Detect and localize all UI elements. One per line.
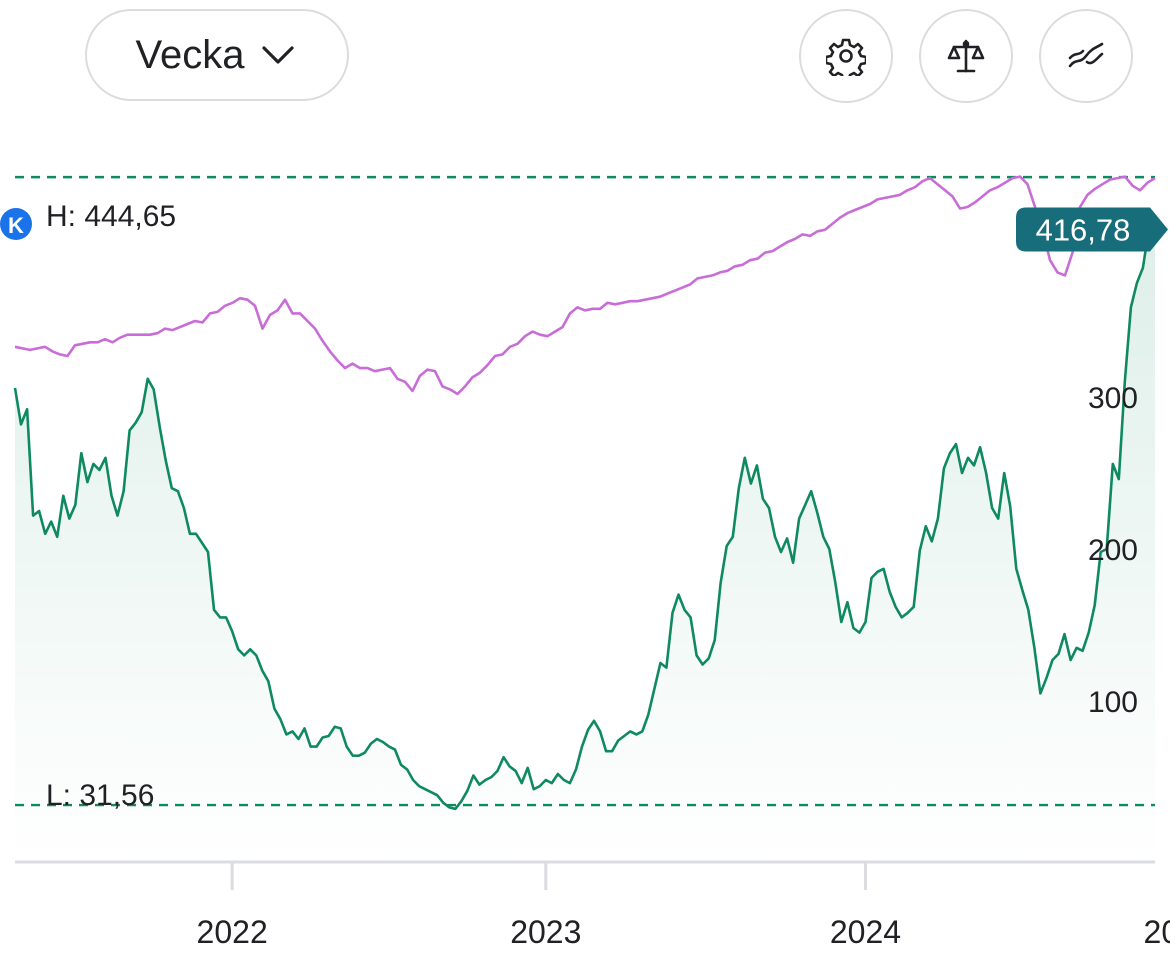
- gear-icon: [826, 38, 866, 76]
- current-price-value: 416,78: [1036, 212, 1131, 247]
- y-tick-label: 100: [1088, 686, 1138, 719]
- current-price-tag[interactable]: 416,78: [1016, 207, 1168, 252]
- stock-area-fill: [15, 219, 1155, 862]
- x-tick-label: 2025: [1144, 914, 1170, 950]
- chevron-down-icon: [262, 46, 295, 64]
- settings-button[interactable]: [799, 9, 893, 103]
- period-selector[interactable]: Vecka: [85, 9, 349, 101]
- x-tick-label: 2023: [510, 914, 581, 950]
- low-label: L: 31,56: [46, 779, 154, 812]
- indicators-button[interactable]: [1039, 9, 1133, 103]
- y-tick-label: 200: [1088, 534, 1138, 567]
- x-tick-label: 2022: [197, 914, 268, 950]
- scale-icon: [947, 39, 985, 73]
- badge-circle: [0, 208, 32, 240]
- stock-price-line: [13, 218, 1157, 811]
- high-marker-badge: K: [0, 208, 32, 240]
- x-tick-label: 2024: [830, 914, 901, 950]
- high-label: H: 444,65: [46, 200, 176, 233]
- compare-button[interactable]: [919, 9, 1013, 103]
- current-price-tag-background: [1016, 207, 1168, 252]
- y-tick-label: 300: [1088, 382, 1138, 415]
- benchmark-line: [14, 175, 1156, 396]
- high-marker-badge-text: K: [8, 213, 24, 238]
- trend-lines-icon: [1068, 42, 1104, 68]
- period-selector-label: Vecka: [135, 32, 245, 77]
